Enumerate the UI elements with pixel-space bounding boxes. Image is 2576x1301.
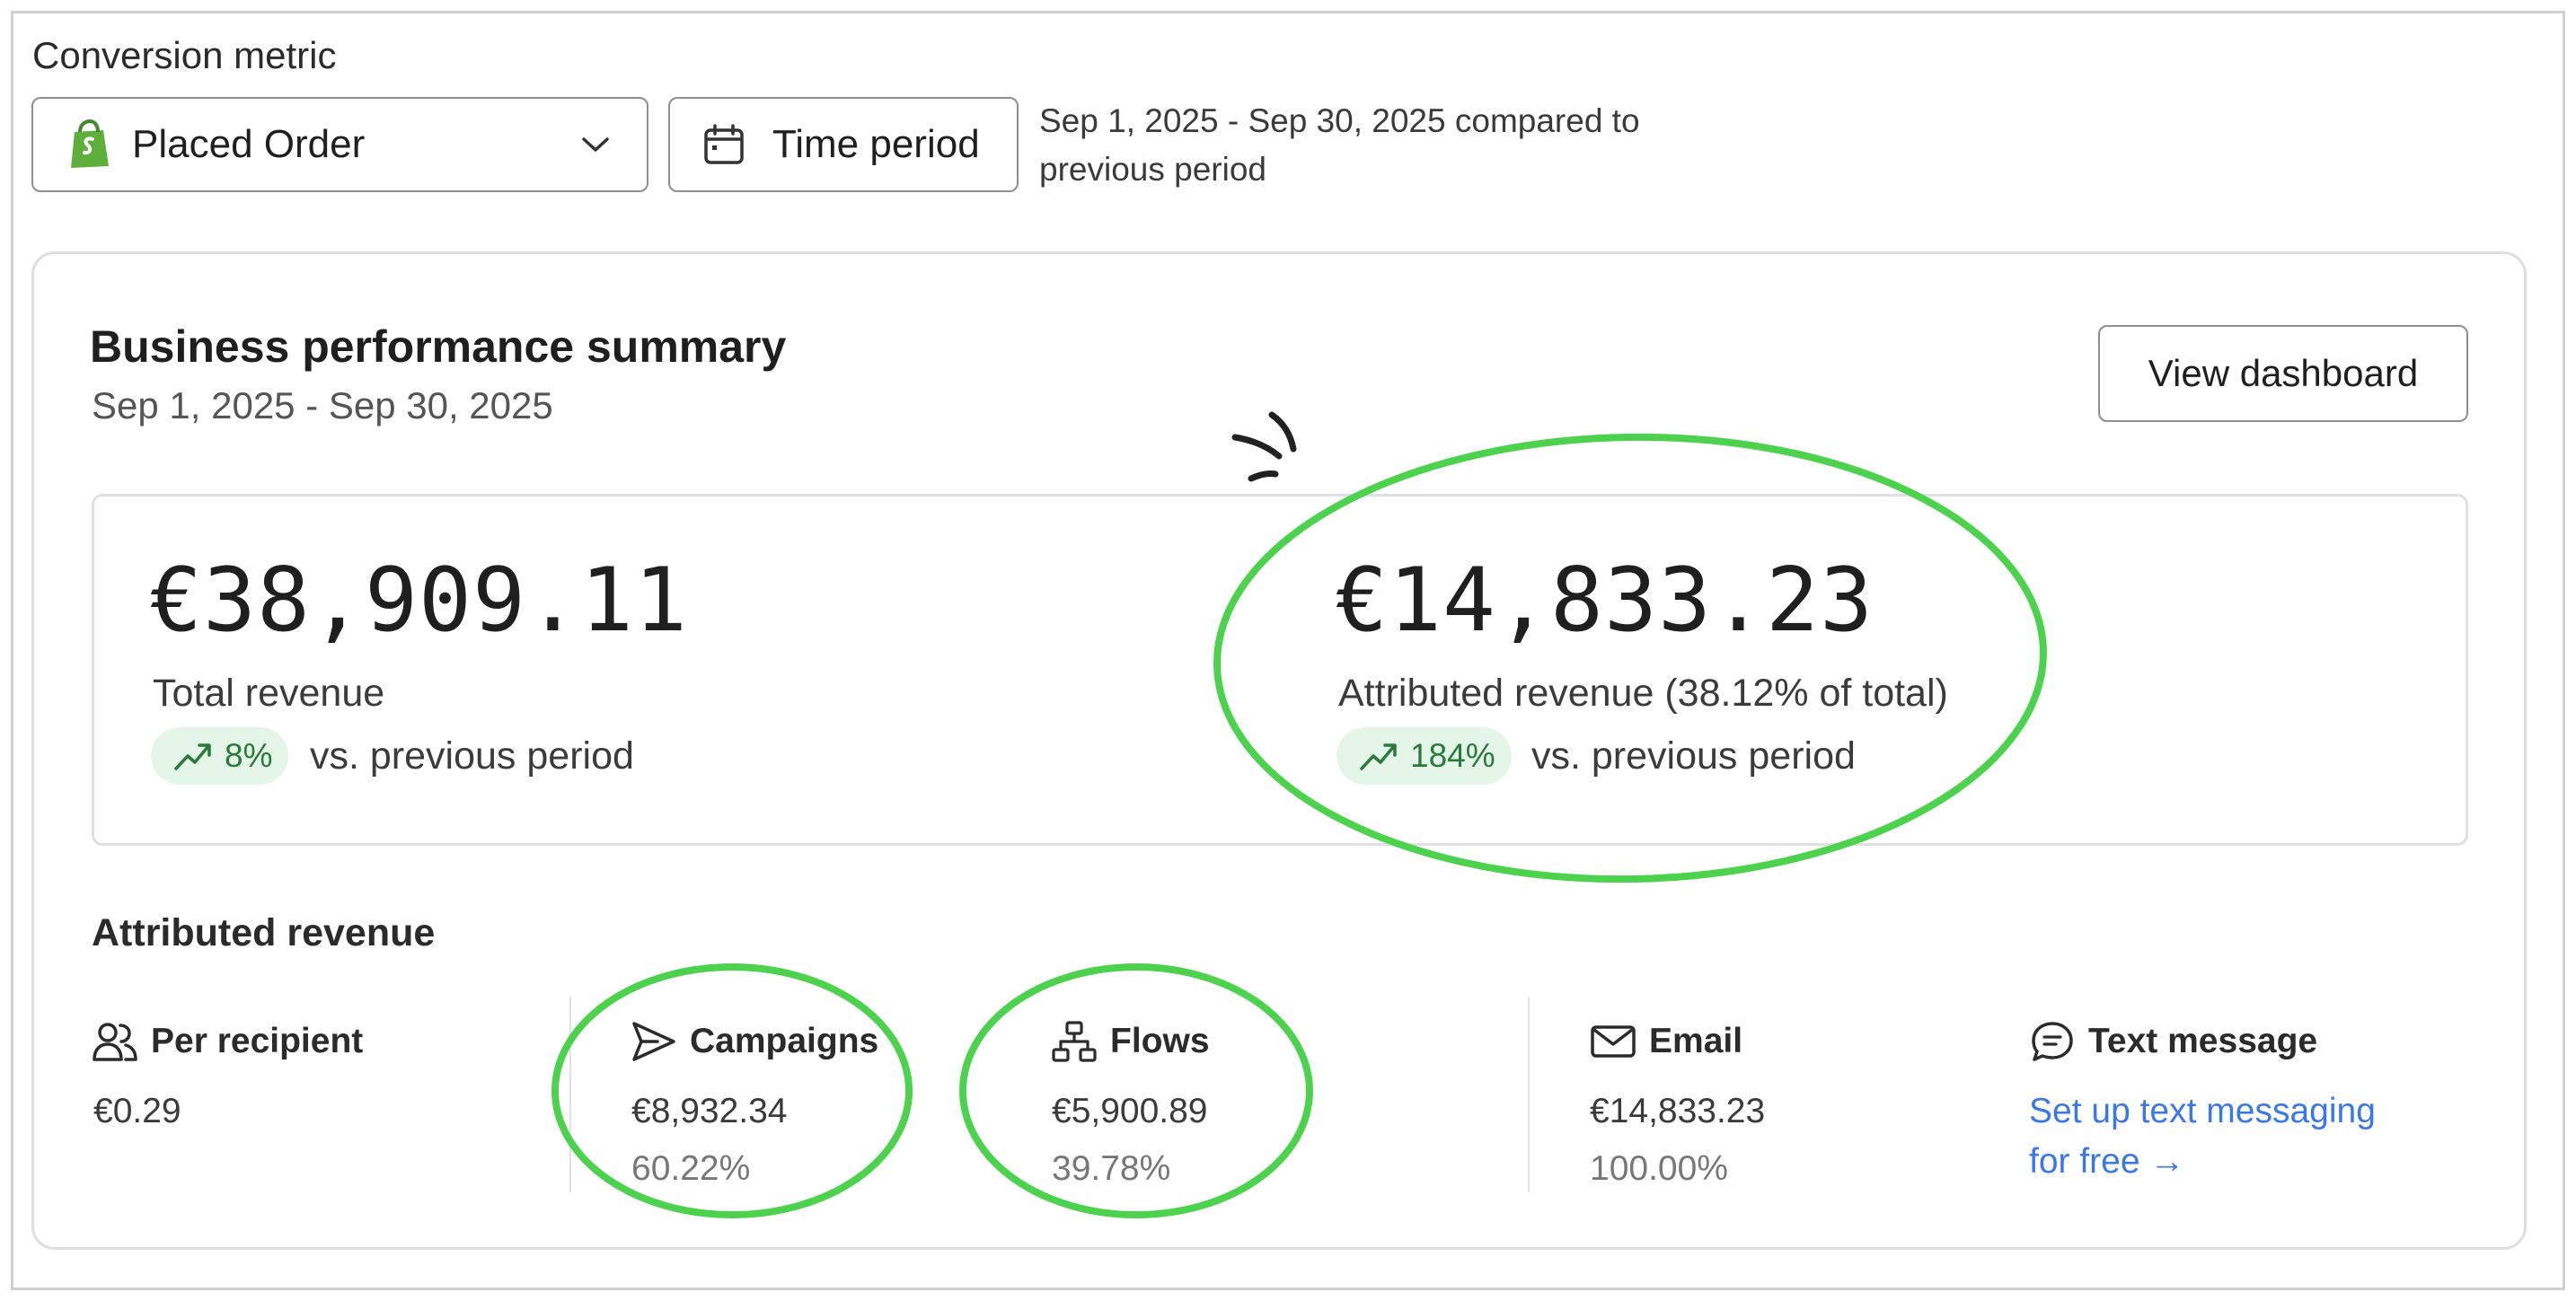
text-message-header: Text message bbox=[2029, 1020, 2317, 1063]
flows-label: Flows bbox=[1110, 1022, 1210, 1060]
setup-text-messaging-link[interactable]: Set up text messaging for free → bbox=[2029, 1086, 2406, 1187]
attributed-revenue-trend-badge: 184% bbox=[1337, 727, 1512, 785]
email-value: €14,833.23 bbox=[1590, 1092, 1766, 1130]
stat-divider bbox=[1528, 997, 1530, 1192]
chat-icon bbox=[2032, 1022, 2073, 1061]
campaigns-label: Campaigns bbox=[690, 1022, 879, 1060]
total-revenue-trend-value: 8% bbox=[225, 737, 273, 774]
setup-text-messaging-text: Set up text messaging for free bbox=[2029, 1092, 2376, 1181]
campaigns-percent: 60.22% bbox=[631, 1149, 751, 1188]
per-recipient-value: €0.29 bbox=[93, 1092, 181, 1130]
attributed-revenue-trend-value: 184% bbox=[1410, 737, 1495, 774]
revenue-metrics-box bbox=[92, 494, 2468, 846]
shopify-bag-icon bbox=[71, 119, 109, 168]
total-revenue-trend-badge: 8% bbox=[151, 727, 289, 785]
flows-percent: 39.78% bbox=[1052, 1149, 1171, 1188]
flow-icon bbox=[1052, 1021, 1097, 1062]
time-period-label: Time period bbox=[772, 122, 980, 166]
email-header: Email bbox=[1590, 1020, 1742, 1063]
stat-divider bbox=[569, 997, 571, 1192]
time-period-button[interactable]: Time period bbox=[668, 97, 1019, 192]
summary-title: Business performance summary bbox=[90, 321, 787, 372]
send-icon bbox=[632, 1022, 675, 1061]
envelope-icon bbox=[1591, 1025, 1636, 1058]
attributed-revenue-value: €14,833.23 bbox=[1335, 549, 1875, 652]
total-revenue-trend-suffix: vs. previous period bbox=[310, 734, 634, 778]
campaigns-header: Campaigns bbox=[631, 1020, 878, 1063]
conversion-metric-value: Placed Order bbox=[132, 122, 366, 166]
calendar-icon bbox=[704, 124, 744, 164]
summary-date-range: Sep 1, 2025 - Sep 30, 2025 bbox=[92, 384, 553, 426]
text-message-label: Text message bbox=[2088, 1022, 2318, 1060]
view-dashboard-button[interactable]: View dashboard bbox=[2098, 325, 2468, 422]
conversion-metric-dropdown[interactable]: Placed Order bbox=[31, 97, 648, 192]
trend-up-icon bbox=[174, 743, 211, 770]
campaigns-value: €8,932.34 bbox=[631, 1092, 788, 1130]
email-label: Email bbox=[1649, 1022, 1743, 1060]
trend-up-icon bbox=[1360, 743, 1397, 770]
flows-value: €5,900.89 bbox=[1052, 1092, 1208, 1130]
conversion-metric-label: Conversion metric bbox=[32, 34, 337, 76]
attributed-revenue-label: Attributed revenue (38.12% of total) bbox=[1338, 672, 1948, 715]
total-revenue-value: €38,909.11 bbox=[149, 549, 689, 652]
chevron-down-icon bbox=[582, 137, 609, 152]
users-icon bbox=[93, 1023, 137, 1061]
period-description: Sep 1, 2025 - Sep 30, 2025 compared to p… bbox=[1039, 102, 1640, 188]
attributed-revenue-trend-suffix: vs. previous period bbox=[1531, 734, 1856, 778]
per-recipient-label: Per recipient bbox=[151, 1022, 364, 1060]
total-revenue-label: Total revenue bbox=[153, 672, 385, 715]
per-recipient-header: Per recipient bbox=[92, 1020, 363, 1063]
email-percent: 100.00% bbox=[1590, 1149, 1728, 1188]
arrow-right-icon: → bbox=[2149, 1142, 2185, 1181]
flows-header: Flows bbox=[1051, 1020, 1210, 1063]
attributed-revenue-heading: Attributed revenue bbox=[92, 911, 436, 954]
